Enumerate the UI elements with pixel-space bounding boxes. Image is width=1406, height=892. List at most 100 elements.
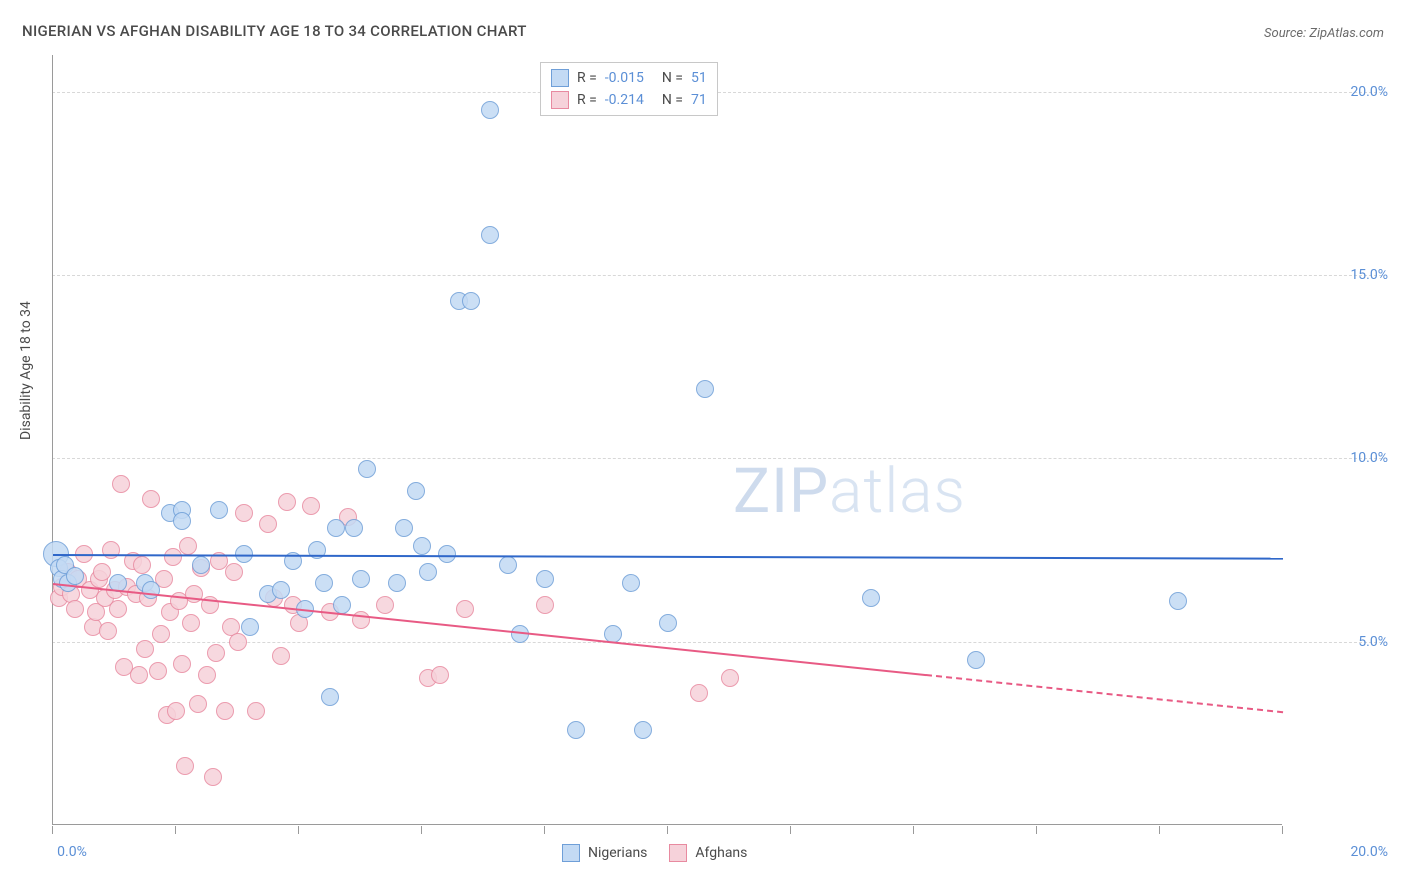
r-label: R = — [577, 89, 597, 111]
series-legend: Nigerians Afghans — [562, 844, 747, 862]
point-nigerians — [407, 482, 425, 500]
point-afghans — [182, 614, 200, 632]
r-value-nigerians: -0.015 — [605, 67, 644, 89]
series-label-afghans: Afghans — [695, 845, 747, 861]
point-afghans — [99, 622, 117, 640]
point-nigerians — [413, 537, 431, 555]
point-afghans — [352, 611, 370, 629]
point-nigerians — [345, 519, 363, 537]
point-nigerians — [333, 596, 351, 614]
y-tick-label: 10.0% — [1350, 450, 1388, 466]
x-tick — [52, 826, 53, 834]
legend-row-nigerians: R = -0.015 N = 51 — [551, 67, 707, 89]
x-tick — [544, 826, 545, 834]
point-afghans — [102, 541, 120, 559]
y-tick-label: 15.0% — [1350, 267, 1388, 283]
n-label: N = — [662, 89, 683, 111]
point-nigerians — [142, 581, 160, 599]
x-tick — [175, 826, 176, 834]
point-afghans — [179, 537, 197, 555]
swatch-nigerians — [551, 69, 569, 87]
legend-item-nigerians: Nigerians — [562, 844, 647, 862]
point-nigerians — [622, 574, 640, 592]
point-nigerians — [419, 563, 437, 581]
y-tick-label: 20.0% — [1350, 84, 1388, 100]
point-nigerians — [241, 618, 259, 636]
point-afghans — [216, 702, 234, 720]
point-nigerians — [210, 501, 228, 519]
point-afghans — [149, 662, 167, 680]
point-afghans — [133, 556, 151, 574]
x-tick — [913, 826, 914, 834]
n-value-afghans: 71 — [691, 89, 707, 111]
x-tick — [790, 826, 791, 834]
trend-line — [926, 674, 1283, 713]
swatch-afghans — [669, 844, 687, 862]
legend-row-afghans: R = -0.214 N = 71 — [551, 89, 707, 111]
chart-title: NIGERIAN VS AFGHAN DISABILITY AGE 18 TO … — [22, 22, 527, 40]
point-afghans — [130, 666, 148, 684]
point-nigerians — [1169, 592, 1187, 610]
swatch-nigerians — [562, 844, 580, 862]
point-afghans — [167, 702, 185, 720]
watermark-rest: atlas — [829, 455, 966, 528]
point-afghans — [431, 666, 449, 684]
point-nigerians — [967, 651, 985, 669]
point-afghans — [721, 669, 739, 687]
point-nigerians — [272, 581, 290, 599]
point-nigerians — [499, 556, 517, 574]
point-afghans — [109, 600, 127, 618]
point-afghans — [142, 490, 160, 508]
legend-item-afghans: Afghans — [669, 844, 747, 862]
point-afghans — [176, 757, 194, 775]
point-afghans — [235, 504, 253, 522]
point-afghans — [164, 548, 182, 566]
point-afghans — [173, 655, 191, 673]
point-nigerians — [438, 545, 456, 563]
n-label: N = — [662, 67, 683, 89]
point-afghans — [198, 666, 216, 684]
point-afghans — [189, 695, 207, 713]
point-nigerians — [536, 570, 554, 588]
point-nigerians — [696, 380, 714, 398]
point-nigerians — [352, 570, 370, 588]
x-tick — [667, 826, 668, 834]
watermark-bold: ZIP — [733, 455, 829, 528]
correlation-legend: R = -0.015 N = 51 R = -0.214 N = 71 — [540, 62, 718, 116]
x-tick-label: 0.0% — [57, 844, 87, 860]
point-nigerians — [388, 574, 406, 592]
chart-container: NIGERIAN VS AFGHAN DISABILITY AGE 18 TO … — [0, 0, 1406, 892]
point-afghans — [302, 497, 320, 515]
plot-area: ZIPatlas — [52, 55, 1282, 825]
point-afghans — [112, 475, 130, 493]
x-tick — [421, 826, 422, 834]
point-afghans — [272, 647, 290, 665]
point-nigerians — [327, 519, 345, 537]
point-nigerians — [659, 614, 677, 632]
point-afghans — [376, 596, 394, 614]
x-tick-label: 20.0% — [1350, 844, 1388, 860]
x-tick — [1282, 826, 1283, 834]
point-afghans — [136, 640, 154, 658]
point-afghans — [690, 684, 708, 702]
watermark: ZIPatlas — [733, 455, 966, 528]
point-nigerians — [462, 292, 480, 310]
point-nigerians — [315, 574, 333, 592]
point-afghans — [259, 515, 277, 533]
point-nigerians — [634, 721, 652, 739]
point-afghans — [456, 600, 474, 618]
point-afghans — [207, 644, 225, 662]
x-tick — [1036, 826, 1037, 834]
n-value-nigerians: 51 — [691, 67, 707, 89]
point-nigerians — [173, 512, 191, 530]
point-nigerians — [395, 519, 413, 537]
y-axis-label: Disability Age 18 to 34 — [18, 301, 34, 440]
swatch-afghans — [551, 91, 569, 109]
point-nigerians — [481, 101, 499, 119]
point-nigerians — [567, 721, 585, 739]
point-nigerians — [862, 589, 880, 607]
point-afghans — [536, 596, 554, 614]
point-nigerians — [358, 460, 376, 478]
x-tick — [298, 826, 299, 834]
point-afghans — [229, 633, 247, 651]
